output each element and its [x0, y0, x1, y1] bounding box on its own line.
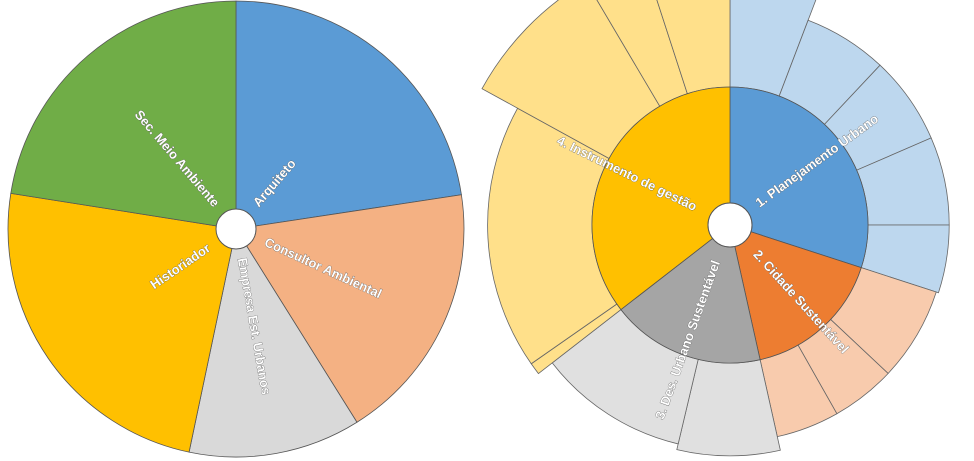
sunburst-center-hole — [707, 202, 753, 248]
pie-center-hole — [215, 208, 257, 250]
